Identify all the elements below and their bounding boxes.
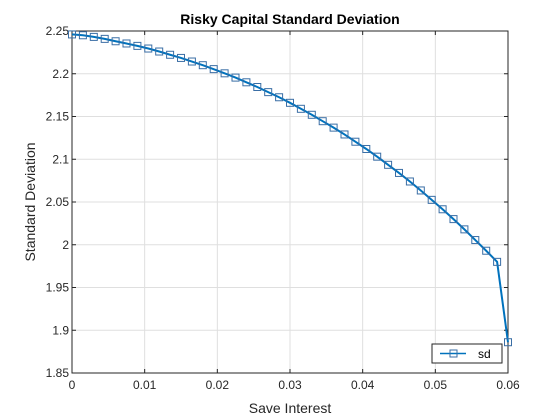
data-point-marker bbox=[177, 53, 185, 62]
legend[interactable]: sd bbox=[431, 343, 503, 364]
data-point-marker bbox=[89, 32, 98, 41]
data-point-marker bbox=[318, 117, 327, 126]
data-point-marker bbox=[187, 57, 196, 66]
data-point-marker bbox=[144, 44, 153, 53]
data-point-marker bbox=[231, 73, 240, 82]
data-point-marker bbox=[122, 39, 131, 48]
y-axis-title: Standard Deviation bbox=[22, 142, 38, 261]
y-tick-label: 2.25 bbox=[46, 24, 70, 38]
data-point-marker bbox=[166, 50, 175, 59]
data-point-marker bbox=[329, 123, 338, 132]
data-point-marker bbox=[373, 152, 382, 161]
x-tick-label: 0.01 bbox=[133, 378, 157, 392]
data-point-marker bbox=[242, 78, 251, 87]
y-tick-label: 2.15 bbox=[46, 110, 70, 124]
data-point-marker bbox=[133, 41, 142, 50]
x-tick-label: 0.05 bbox=[424, 378, 448, 392]
x-tick-label: 0.06 bbox=[496, 378, 520, 392]
y-tick-label: 2 bbox=[62, 238, 69, 252]
axes-box bbox=[71, 30, 509, 374]
x-tick-label: 0.02 bbox=[206, 378, 230, 392]
data-point-marker bbox=[384, 160, 393, 169]
data-point-marker bbox=[438, 205, 447, 214]
data-point-marker bbox=[100, 34, 109, 43]
data-point-marker bbox=[351, 137, 360, 146]
chart-title: Risky Capital Standard Deviation bbox=[180, 11, 399, 27]
data-point-marker bbox=[416, 186, 425, 195]
data-point-marker bbox=[68, 30, 76, 39]
y-tick-label: 2.05 bbox=[46, 195, 70, 209]
data-point-marker bbox=[504, 338, 512, 347]
legend-marker bbox=[449, 349, 458, 358]
x-axis-title: Save Interest bbox=[249, 400, 332, 416]
data-point-marker bbox=[253, 83, 262, 91]
data-point-marker bbox=[220, 69, 229, 78]
tick-labels: 0 0.01 0.02 0.03 0.04 0.05 0.06 1.85 1.9 1.95 2 2.0… bbox=[46, 24, 520, 392]
data-point-marker bbox=[427, 195, 436, 204]
data-point-marker bbox=[362, 144, 371, 153]
data-point-marker bbox=[78, 31, 87, 40]
y-tick-label: 2.2 bbox=[52, 67, 69, 81]
data-point-marker bbox=[395, 168, 403, 177]
data-point-marker bbox=[155, 47, 164, 56]
legend-label-sd: sd bbox=[478, 347, 491, 361]
data-point-marker bbox=[111, 37, 120, 46]
data-point-marker bbox=[405, 177, 414, 186]
data-point-marker bbox=[275, 93, 284, 102]
y-tick-label: 1.95 bbox=[46, 281, 70, 295]
data-point-marker bbox=[493, 257, 502, 266]
data-point-marker bbox=[340, 130, 349, 139]
x-tick-label: 0.04 bbox=[351, 378, 375, 392]
data-point-marker bbox=[460, 225, 469, 234]
y-tick-label: 2.1 bbox=[52, 152, 69, 166]
data-point-marker bbox=[264, 88, 273, 97]
data-point-marker bbox=[307, 110, 316, 119]
x-tick-label: 0 bbox=[69, 378, 76, 392]
data-point-marker bbox=[296, 104, 305, 113]
axes bbox=[71, 30, 509, 374]
data-point-marker bbox=[449, 215, 458, 224]
legend-box bbox=[431, 343, 503, 364]
x-tick-label: 0.03 bbox=[278, 378, 302, 392]
series-group bbox=[68, 30, 512, 347]
data-point-marker bbox=[286, 98, 294, 107]
data-point-marker bbox=[209, 65, 218, 74]
y-tick-label: 1.85 bbox=[46, 366, 70, 380]
data-point-marker bbox=[482, 246, 491, 255]
data-point-marker bbox=[198, 61, 207, 70]
y-tick-label: 1.9 bbox=[52, 323, 69, 337]
data-point-marker bbox=[471, 236, 480, 245]
